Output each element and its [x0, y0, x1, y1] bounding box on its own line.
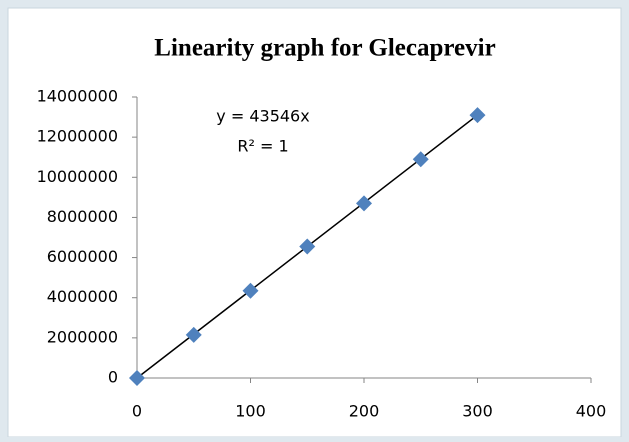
y-tick-label: 4000000	[47, 287, 118, 306]
data-point	[129, 370, 145, 386]
x-tick-label: 200	[349, 402, 380, 421]
data-point	[242, 282, 259, 299]
data-point	[469, 107, 486, 124]
y-tick-label: 0	[108, 368, 118, 387]
chart-frame	[7, 7, 622, 438]
y-tick-label: 10000000	[37, 167, 118, 186]
x-tick-label: 300	[462, 402, 493, 421]
r-squared: R² = 1	[237, 137, 288, 156]
data-point	[412, 151, 429, 168]
data-point	[185, 326, 202, 343]
y-tick-label: 12000000	[37, 127, 118, 146]
x-tick-label: 400	[576, 402, 607, 421]
y-tick-label: 8000000	[47, 207, 118, 226]
data-point	[356, 195, 372, 212]
y-tick-label: 6000000	[47, 247, 118, 266]
x-tick-label: 0	[132, 402, 142, 421]
equation: y = 43546x	[216, 107, 309, 126]
y-tick-label: 2000000	[47, 327, 118, 346]
x-tick-label: 100	[235, 402, 266, 421]
chart-title: Linearity graph for Glecaprevir	[154, 35, 495, 62]
y-tick-label: 14000000	[37, 87, 118, 106]
data-point	[299, 238, 316, 255]
